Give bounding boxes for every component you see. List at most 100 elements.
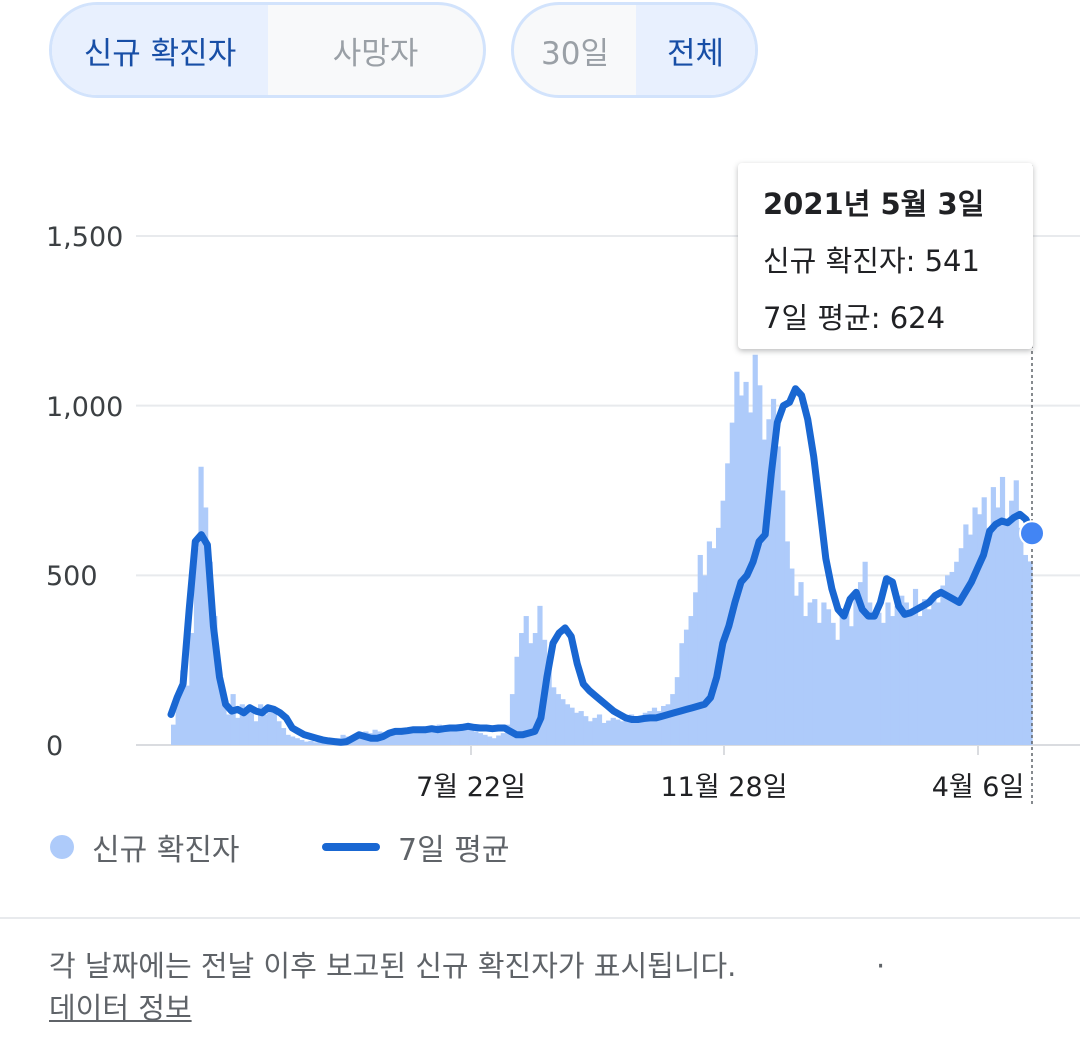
case-bar xyxy=(670,694,676,745)
case-bar xyxy=(693,592,699,745)
case-bar xyxy=(1013,480,1019,745)
case-bar xyxy=(569,707,575,745)
x-axis-ticks xyxy=(470,745,979,755)
case-bar xyxy=(212,616,218,745)
case-bar xyxy=(885,602,891,745)
case-bar xyxy=(958,548,964,745)
case-bar xyxy=(436,724,442,745)
case-bar xyxy=(734,371,740,745)
case-bar xyxy=(812,599,818,745)
seven-day-average-line xyxy=(167,385,1036,746)
case-bar xyxy=(990,487,996,745)
case-bar xyxy=(244,712,250,745)
new-cases-tab[interactable]: 신규 확진자 xyxy=(52,5,268,95)
case-bar xyxy=(793,595,800,745)
case-bar xyxy=(880,622,887,745)
legend-label: 7일 평균 xyxy=(398,833,510,868)
case-bar xyxy=(972,507,978,745)
case-bar xyxy=(418,729,424,745)
case-bar xyxy=(276,721,282,745)
case-bar xyxy=(999,476,1006,745)
case-bar xyxy=(944,575,951,745)
case-bar xyxy=(853,599,859,745)
case-bar xyxy=(390,729,397,745)
case-bar xyxy=(743,381,749,745)
case-bar xyxy=(175,694,181,745)
case-bar xyxy=(844,609,850,745)
case-bar xyxy=(1004,524,1010,745)
case-bar xyxy=(491,738,497,745)
case-bar xyxy=(912,588,919,745)
case-bar xyxy=(830,622,836,745)
case-bar xyxy=(299,739,305,745)
x-tick-label: 4월 6일 xyxy=(932,772,1025,803)
case-bar xyxy=(715,527,722,745)
case-bar xyxy=(551,687,557,745)
case-bar xyxy=(450,726,456,745)
case-bar xyxy=(967,534,974,745)
case-bar xyxy=(780,490,786,745)
case-bar xyxy=(239,704,245,745)
case-bar xyxy=(454,728,461,745)
case-bar xyxy=(661,705,667,745)
case-bar xyxy=(1009,500,1015,745)
case-bar xyxy=(610,717,616,745)
case-bar xyxy=(248,705,255,745)
tooltip-date: 2021년 5월 3일 xyxy=(763,187,985,221)
range-toggle: 30일 전체 xyxy=(511,2,758,98)
cases-chart[interactable]: 0 500 1,000 1,500 7월 22일 11월 28일 4월 6일 xyxy=(0,0,1080,810)
deaths-tab[interactable]: 사망자 xyxy=(332,35,419,72)
case-bar xyxy=(1022,554,1029,745)
case-bar xyxy=(303,741,309,745)
case-bar xyxy=(908,609,914,745)
case-bar xyxy=(761,439,767,745)
case-bar xyxy=(789,568,795,745)
case-bar xyxy=(184,685,190,745)
case-bar xyxy=(271,711,277,745)
case-bar xyxy=(496,735,502,745)
case-bar xyxy=(578,711,584,745)
x-tick-label: 7월 22일 xyxy=(416,772,526,803)
case-bar xyxy=(848,626,854,745)
case-bar xyxy=(285,734,291,745)
case-bar xyxy=(949,571,955,745)
case-bar xyxy=(267,707,273,745)
case-bar xyxy=(770,398,777,745)
case-bar xyxy=(977,514,983,745)
case-bar xyxy=(775,446,781,745)
case-bar xyxy=(171,724,177,745)
case-bar xyxy=(253,721,259,745)
y-tick-label: 500 xyxy=(46,561,98,592)
case-bar xyxy=(193,548,200,745)
case-bar xyxy=(235,717,241,745)
case-bar xyxy=(482,734,488,745)
case-bar xyxy=(399,733,406,745)
case-bar xyxy=(917,616,923,745)
case-bar xyxy=(816,622,822,745)
tooltip-seven-day-average: 7일 평균: 624 xyxy=(763,301,946,335)
case-bar xyxy=(867,602,873,745)
case-bar xyxy=(803,616,809,745)
case-bar xyxy=(986,527,992,745)
case-bar xyxy=(459,729,465,745)
case-bar xyxy=(262,714,268,745)
case-bar xyxy=(702,575,708,745)
case-bar xyxy=(922,599,928,745)
case-bar xyxy=(633,717,639,745)
range-all-tab[interactable]: 전체 xyxy=(636,5,755,95)
data-info-link[interactable]: 데이터 정보 xyxy=(49,991,192,1025)
case-bar xyxy=(615,719,621,745)
case-bar xyxy=(409,729,415,745)
case-bar xyxy=(574,712,580,745)
tooltip-new-cases: 신규 확진자: 541 xyxy=(763,244,980,278)
case-bar xyxy=(555,694,561,745)
case-bar xyxy=(619,721,625,745)
case-bar xyxy=(532,633,538,745)
case-bar xyxy=(189,633,195,745)
case-bar xyxy=(876,612,882,745)
case-bar xyxy=(821,602,827,745)
case-bar xyxy=(317,741,323,745)
case-bar xyxy=(688,616,694,745)
range-30-days-tab[interactable]: 30일 xyxy=(541,35,609,72)
y-tick-label: 0 xyxy=(46,731,63,762)
